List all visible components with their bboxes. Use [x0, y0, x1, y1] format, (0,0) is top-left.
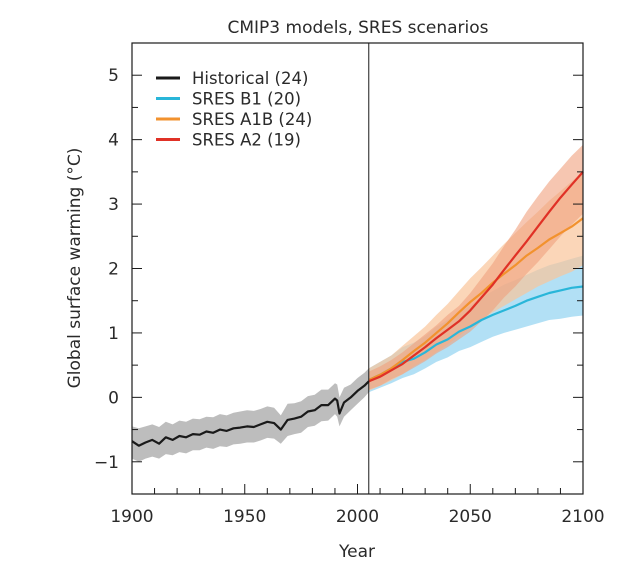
y-tick-label: 5 [108, 66, 119, 86]
y-tick-label: 3 [108, 195, 119, 215]
x-tick-label: 2050 [449, 507, 492, 527]
y-axis-label: Global surface warming (°C) [65, 148, 85, 389]
legend: Historical (24) SRES B1 (20)SRES A1B (24)… [156, 69, 312, 150]
uncertainty-bands [132, 144, 583, 462]
historical-line [131, 380, 370, 447]
y-tick-label: 2 [108, 260, 119, 280]
y-tick-label: −1 [94, 453, 119, 473]
sres-a2-line [368, 171, 584, 383]
sres-a1b-legend-label: SRES A1B (24) [192, 110, 312, 129]
sres-a2-band [368, 144, 583, 390]
x-tick-label: 2100 [561, 507, 604, 527]
sres-b1-legend-label: SRES B1 (20) [192, 90, 301, 109]
x-tick-label: 1950 [223, 507, 266, 527]
historical-legend-label: Historical (24) [192, 69, 308, 88]
x-axis-ticks: 1900 1950 2000 2050 2100 [110, 484, 605, 527]
historical-band [132, 368, 369, 462]
x-tick-label: 2000 [336, 507, 379, 527]
sres-a1b-line [368, 217, 584, 381]
x-axis-label: Year [338, 542, 375, 562]
chart-title: CMIP3 models, SRES scenarios [228, 18, 489, 38]
series-lines [131, 171, 584, 447]
y-tick-label: 1 [108, 324, 119, 344]
sres-a2-legend-label: SRES A2 (19) [192, 131, 301, 150]
y-axis-ticks: −1 0 1 2 3 4 5 [94, 42, 583, 495]
y-tick-label: 4 [108, 131, 119, 151]
x-tick-label: 1900 [110, 507, 153, 527]
y-tick-label: 0 [108, 388, 119, 408]
